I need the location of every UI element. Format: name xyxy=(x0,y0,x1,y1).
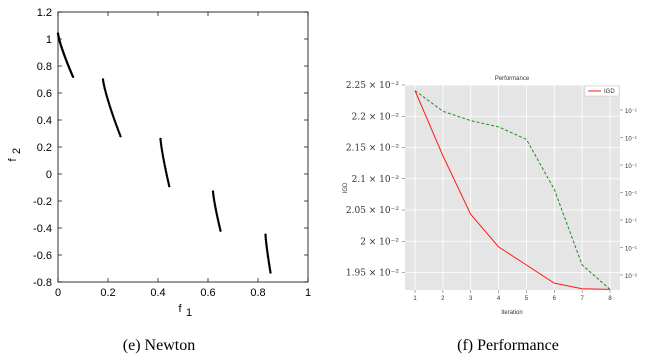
performance-x-tick-label: 7 xyxy=(580,296,584,302)
newton-x-ticks: 0 0.2 0.4 0.6 0.8 1 xyxy=(55,12,311,299)
newton-y-tick-label: -0.4 xyxy=(33,223,52,235)
newton-y-ticks: -0.8 -0.6 -0.4 -0.2 0 0.2 0.4 0.6 0.8 1 1.2 xyxy=(33,7,308,289)
newton-point xyxy=(219,229,222,232)
newton-y-tick-label: 0.4 xyxy=(37,115,52,127)
performance-x-tick-label: 4 xyxy=(497,296,501,302)
newton-point xyxy=(71,75,75,79)
newton-x-tick-label: 0 xyxy=(55,287,61,299)
performance-x-ticks: 1 2 3 4 5 6 7 8 xyxy=(413,290,612,302)
performance-right-tick-label: 10⁻² xyxy=(625,274,637,280)
newton-point xyxy=(269,271,272,274)
performance-caption: (f) Performance xyxy=(457,337,559,354)
performance-title: Performance xyxy=(495,76,530,82)
performance-series-1 xyxy=(414,90,611,290)
newton-x-tick-label: 0.8 xyxy=(250,287,265,299)
legend-label-igd: IGD xyxy=(604,89,615,95)
newton-x-tick-label: 0.6 xyxy=(200,287,215,299)
newton-y-tick-label: -0.6 xyxy=(33,250,52,262)
performance-ylabel: IGD xyxy=(343,182,349,193)
newton-y-tick-label: 0.8 xyxy=(37,61,52,73)
performance-right-tick-label: 10⁻¹ xyxy=(625,109,637,115)
performance-right-tick-label: 10⁻¹ xyxy=(625,137,637,143)
newton-point xyxy=(159,141,163,144)
performance-y-tick-label: 2.15 × 10⁻² xyxy=(346,144,400,154)
performance-x-tick-label: 6 xyxy=(553,296,557,302)
performance-x-tick-label: 8 xyxy=(608,296,612,302)
newton-y-tick-label: 0 xyxy=(46,169,52,181)
performance-lines xyxy=(414,90,611,290)
performance-y-ticks: 2.25 × 10⁻² 2.2 × 10⁻² 2.15 × 10⁻² 2.1 × 10… xyxy=(346,81,405,279)
performance-series-0 xyxy=(414,90,611,290)
performance-y-tick-label: 2.1 × 10⁻² xyxy=(352,175,400,185)
newton-plot-area xyxy=(57,11,309,283)
performance-right-ticks: 10⁻¹ 10⁻¹ 10⁻¹ 10⁻¹ 10⁻¹ 10⁻¹ 10⁻² xyxy=(620,109,637,280)
newton-xlabel: f xyxy=(178,303,182,315)
performance-plot-area xyxy=(405,85,620,290)
performance-xlabel: iteration xyxy=(501,310,522,316)
newton-y-tick-label: -0.8 xyxy=(33,277,52,289)
newton-chart: 0 0.2 0.4 0.6 0.8 1 -0.8 -0.6 -0.4 -0.2 0 0.2 0.4 0.… xyxy=(7,7,311,354)
newton-ylabel-sub: 2 xyxy=(11,148,23,154)
legend-box xyxy=(584,85,620,97)
newton-point xyxy=(159,139,162,142)
performance-legend: IGD xyxy=(584,85,620,97)
performance-y-tick-label: 2.05 × 10⁻² xyxy=(346,206,400,216)
performance-y-tick-label: 2.25 × 10⁻² xyxy=(346,81,400,91)
newton-point xyxy=(168,184,171,188)
newton-y-tick-label: 0.6 xyxy=(37,88,52,100)
performance-right-tick-label: 10⁻¹ xyxy=(625,219,637,225)
newton-point xyxy=(119,135,122,138)
performance-right-tick-label: 10⁻¹ xyxy=(625,164,637,170)
performance-chart: 2.25 × 10⁻² 2.2 × 10⁻² 2.15 × 10⁻² 2.1 × 10… xyxy=(343,76,637,354)
newton-caption: (e) Newton xyxy=(123,337,195,354)
newton-point xyxy=(159,142,163,146)
performance-grid xyxy=(405,84,620,290)
performance-x-tick-label: 3 xyxy=(469,296,473,302)
newton-ylabel: f xyxy=(7,158,19,162)
newton-y-tick-label: 1.2 xyxy=(37,7,52,19)
newton-point xyxy=(159,137,162,141)
newton-y-tick-label: 1 xyxy=(46,34,52,46)
performance-right-tick-label: 10⁻¹ xyxy=(625,247,637,253)
newton-x-tick-label: 0.2 xyxy=(100,287,115,299)
newton-y-tick-label: -0.2 xyxy=(33,196,52,208)
performance-right-tick-label: 10⁻¹ xyxy=(625,192,637,198)
performance-y-tick-label: 1.95 × 10⁻² xyxy=(346,269,400,279)
performance-x-tick-label: 2 xyxy=(441,296,445,302)
newton-y-tick-label: 0.2 xyxy=(37,142,52,154)
performance-y-tick-label: 2.2 × 10⁻² xyxy=(352,112,400,122)
performance-x-tick-label: 5 xyxy=(525,296,529,302)
newton-xlabel-sub: 1 xyxy=(186,307,192,319)
newton-points xyxy=(56,32,272,274)
performance-x-tick-label: 1 xyxy=(413,296,417,302)
newton-x-tick-label: 1 xyxy=(305,287,311,299)
newton-x-tick-label: 0.4 xyxy=(150,287,165,299)
performance-y-tick-label: 2 × 10⁻² xyxy=(360,237,399,247)
